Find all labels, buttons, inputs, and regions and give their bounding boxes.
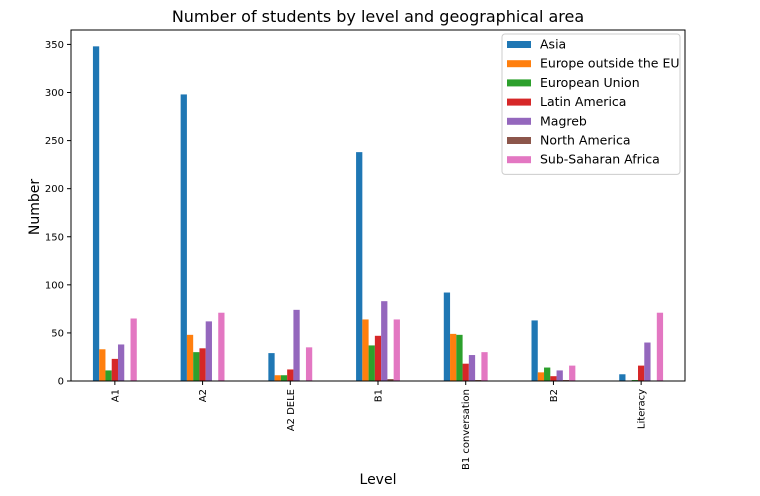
- bar: [531, 320, 538, 381]
- bar: [180, 94, 187, 382]
- bar: [374, 335, 382, 381]
- bar: [550, 376, 557, 381]
- bar: [569, 365, 576, 381]
- x-tick-label: B1: [374, 389, 385, 402]
- legend-frame: [501, 33, 681, 175]
- bar: [481, 352, 488, 381]
- plot-frame: [70, 29, 686, 382]
- bar: [193, 352, 200, 381]
- bar: [393, 319, 400, 381]
- y-tick-label: 300: [45, 88, 64, 99]
- legend-swatch: [507, 137, 531, 144]
- bar: [537, 372, 545, 381]
- legend-swatch: [507, 41, 531, 48]
- bar: [368, 345, 375, 381]
- bar: [556, 370, 563, 381]
- bar: [186, 334, 194, 381]
- legend-swatch: [507, 60, 531, 68]
- bar: [268, 353, 275, 381]
- x-tick-label: B1 conversation: [461, 389, 472, 470]
- chart-title: Number of students by level and geograph…: [172, 7, 584, 26]
- bar: [280, 375, 288, 381]
- x-axis-label: Level: [360, 472, 397, 488]
- legend-entry-label: European Union: [540, 75, 640, 90]
- bar: [456, 334, 463, 381]
- bar: [99, 349, 106, 381]
- legend-swatch: [507, 79, 531, 87]
- x-tick-label: A1: [110, 389, 121, 402]
- legend-entry-label: Magreb: [540, 113, 587, 128]
- bar: [462, 363, 469, 381]
- y-tick-label: 250: [45, 136, 64, 147]
- x-axis: A1 A2 A2 DELE B1 B1 conversation B2 Literacy: [110, 381, 648, 470]
- legend: Asia Europe outside the EU European Union L…: [501, 33, 681, 175]
- y-axis-label: Number: [27, 179, 43, 235]
- bar: [443, 292, 451, 381]
- bar: [287, 369, 294, 381]
- bar: [619, 374, 626, 381]
- legend-entry-label: North America: [540, 133, 631, 148]
- bar: [205, 321, 212, 381]
- bar: [111, 358, 118, 381]
- bar: [130, 318, 137, 381]
- y-axis: 0 50 100 150 200 250 300 350: [45, 40, 71, 388]
- bar: [218, 312, 225, 381]
- x-tick-label: Literacy: [637, 389, 648, 429]
- y-tick-label: 350: [45, 40, 64, 51]
- bar: [468, 355, 476, 381]
- y-tick-label: 150: [45, 232, 64, 243]
- bar: [381, 301, 388, 381]
- x-tick-label: A2: [198, 389, 209, 402]
- y-tick-label: 100: [45, 280, 64, 291]
- bar: [544, 367, 551, 381]
- legend-entry-label: Latin America: [540, 94, 626, 109]
- legend-swatch: [507, 156, 531, 164]
- bar: [656, 312, 664, 381]
- y-tick-label: 50: [51, 328, 64, 339]
- bar: [105, 370, 112, 381]
- bar: [274, 375, 281, 381]
- y-tick-label: 200: [45, 184, 64, 195]
- legend-entry-label: Europe outside the EU: [540, 56, 680, 71]
- y-tick-label: 0: [58, 377, 64, 388]
- bar: [387, 379, 394, 381]
- bar: [92, 46, 100, 381]
- x-tick-label: A2 DELE: [286, 389, 297, 431]
- bar: [356, 152, 363, 381]
- legend-entry-label: Sub-Saharan Africa: [540, 152, 660, 167]
- bar: [450, 333, 457, 381]
- legend-swatch: [507, 98, 531, 106]
- bar: [362, 319, 369, 381]
- bar: [199, 348, 206, 381]
- bar: [293, 309, 300, 381]
- bar: [638, 365, 645, 381]
- x-tick-label: B2: [549, 389, 560, 402]
- bar: [305, 347, 313, 381]
- bar: [117, 344, 125, 381]
- bar: [644, 342, 651, 381]
- legend-entry-label: Asia: [540, 37, 566, 52]
- legend-swatch: [507, 117, 531, 125]
